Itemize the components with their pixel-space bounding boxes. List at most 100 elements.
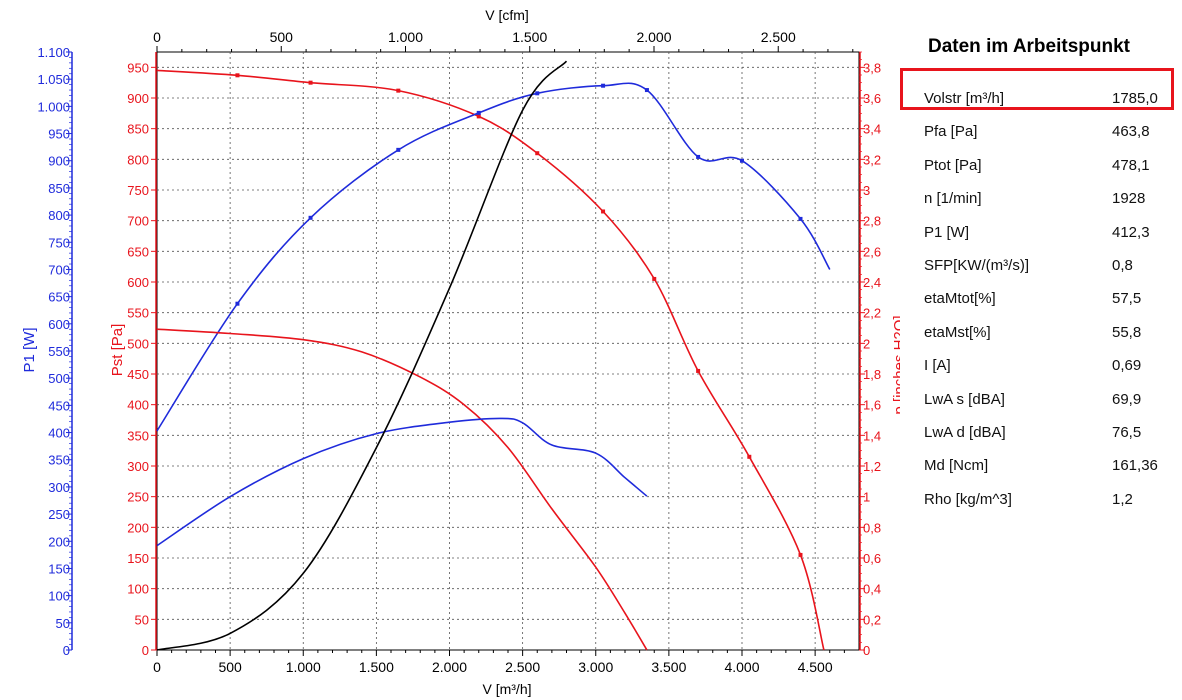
data-row: Ptot [Pa] 478,1 (924, 157, 1174, 190)
series-point (476, 110, 481, 115)
data-row-value: 161,36 (1112, 457, 1158, 475)
data-row: P1 [W] 412,3 (924, 224, 1174, 257)
inch-tick-label: 2 (863, 336, 870, 351)
series-point (235, 73, 240, 78)
series-point (652, 276, 657, 281)
p1-tick-label: 900 (48, 154, 70, 169)
grid-lines (157, 52, 859, 650)
data-row-label: Rho [kg/m^3] (924, 490, 1012, 508)
pst-tick-label: 800 (127, 152, 149, 167)
data-row: etaMst[%] 55,8 (924, 324, 1174, 357)
p1-tick-label: 850 (48, 181, 70, 196)
series-point (601, 83, 606, 88)
data-row-label: Volstr [m³/h] (924, 90, 1005, 107)
data-row-value: 0,8 (1112, 257, 1133, 274)
inch-tick-label: 1,2 (863, 459, 881, 474)
x-tick-label: 2.500 (505, 659, 540, 675)
data-row: Rho [kg/m^3] 1,2 (924, 491, 1174, 524)
data-row-value: 478,1 (1112, 156, 1150, 174)
inch-tick-label: 2,8 (863, 214, 881, 229)
pst-tick-label: 550 (127, 306, 149, 321)
p1-tick-label: 600 (48, 317, 70, 332)
p1-tick-label: 300 (48, 480, 70, 495)
inch-tick-label: 1 (863, 490, 870, 505)
x2-axis-label: V [cfm] (485, 7, 529, 23)
data-row: LwA s [dBA] 69,9 (924, 391, 1174, 424)
data-row-label: etaMst[%] (924, 323, 991, 341)
data-row-value: 412,3 (1112, 223, 1150, 241)
data-row: n [1/min] 1928 (924, 190, 1174, 223)
x-tick-label: 2.000 (432, 659, 467, 675)
data-row-value: 463,8 (1112, 123, 1150, 141)
p1-tick-label: 1.000 (37, 99, 70, 114)
p1-tick-label: 1.050 (37, 72, 70, 87)
inch-tick-label: 2,4 (863, 275, 881, 290)
data-row: Volstr [m³/h] 1785,0 (924, 90, 1174, 123)
inch-tick-label: 1,8 (863, 367, 881, 382)
p1-tick-label: 650 (48, 290, 70, 305)
x-tick-label: 500 (218, 659, 242, 675)
p1-tick-label: 700 (48, 262, 70, 277)
series-line-0 (156, 69, 825, 651)
inch-tick-label: 2,6 (863, 244, 881, 259)
inch-tick-label: 2,2 (863, 306, 881, 321)
inch-tick-label: 3,8 (863, 60, 881, 75)
series-point (308, 80, 313, 85)
p1-tick-label: 50 (56, 616, 70, 631)
x-tick-label: 1.500 (359, 659, 394, 675)
series-line-2 (156, 328, 648, 651)
pst-axis-label: Pst [Pa] (109, 324, 126, 377)
pst-tick-label: 500 (127, 336, 149, 351)
pst-tick-label: 300 (127, 459, 149, 474)
axes: 0 500 1.000 1.500 2.000 2.500 3.000 3.500 4.000 4… (37, 29, 881, 675)
series-point (798, 552, 803, 557)
inch-tick-label: 1,6 (863, 398, 881, 413)
inch-tick-label: 1,4 (863, 428, 881, 443)
data-row-label: Md [Ncm] (924, 457, 989, 475)
pst-tick-label: 600 (127, 275, 149, 290)
inch-tick-label: 0,2 (863, 612, 881, 627)
inch-tick-label: 0,4 (863, 582, 881, 597)
panel-title: Daten im Arbeitspunkt (928, 36, 1130, 57)
inch-tick-label: 3 (863, 183, 870, 198)
inch-tick-label: 0,8 (863, 520, 881, 535)
x2-tick-label: 2.500 (761, 29, 796, 45)
p1-tick-label: 750 (48, 235, 70, 250)
pst-tick-label: 350 (127, 428, 149, 443)
data-row-value: 1928 (1112, 190, 1146, 208)
series-point (740, 158, 744, 163)
series-point (308, 215, 313, 220)
p1-tick-label: 550 (48, 344, 70, 359)
series-point (696, 154, 701, 159)
series-line-4 (156, 60, 568, 651)
pst-tick-label: 400 (127, 398, 149, 413)
data-row-value: 69,9 (1112, 390, 1142, 408)
pst-tick-label: 700 (127, 214, 149, 229)
data-row-label: LwA s [dBA] (924, 390, 1005, 408)
pst-tick-label: 950 (127, 60, 149, 75)
x-tick-label: 3.000 (578, 659, 613, 675)
p1-tick-label: 250 (48, 507, 70, 522)
data-row: etaMtot[%] 57,5 (924, 290, 1174, 323)
data-row-value: 1785,0 (1112, 90, 1158, 107)
series-point (601, 209, 606, 214)
series-point (696, 368, 701, 373)
p1-tick-label: 950 (48, 127, 70, 142)
p1-tick-label: 200 (48, 534, 70, 549)
x-tick-label: 3.500 (651, 659, 686, 675)
pst-tick-label: 850 (127, 122, 149, 137)
series-point (396, 147, 401, 152)
x2-tick-label: 0 (153, 29, 161, 45)
series-point (396, 88, 401, 93)
p1-tick-label: 1.100 (37, 45, 70, 60)
series-point (798, 216, 803, 221)
x-tick-label: 4.500 (798, 659, 833, 675)
pst-tick-label: 650 (127, 244, 149, 259)
p1-tick-label: 350 (48, 453, 70, 468)
data-row-label: Pfa [Pa] (924, 123, 978, 141)
x2-tick-label: 1.000 (388, 29, 423, 45)
data-row: SFP[KW/(m³/s)] 0,8 (924, 257, 1174, 290)
p1-tick-label: 400 (48, 426, 70, 441)
x-tick-label: 1.000 (286, 659, 321, 675)
inch-axis-label: p [inches H2O] (891, 315, 900, 414)
